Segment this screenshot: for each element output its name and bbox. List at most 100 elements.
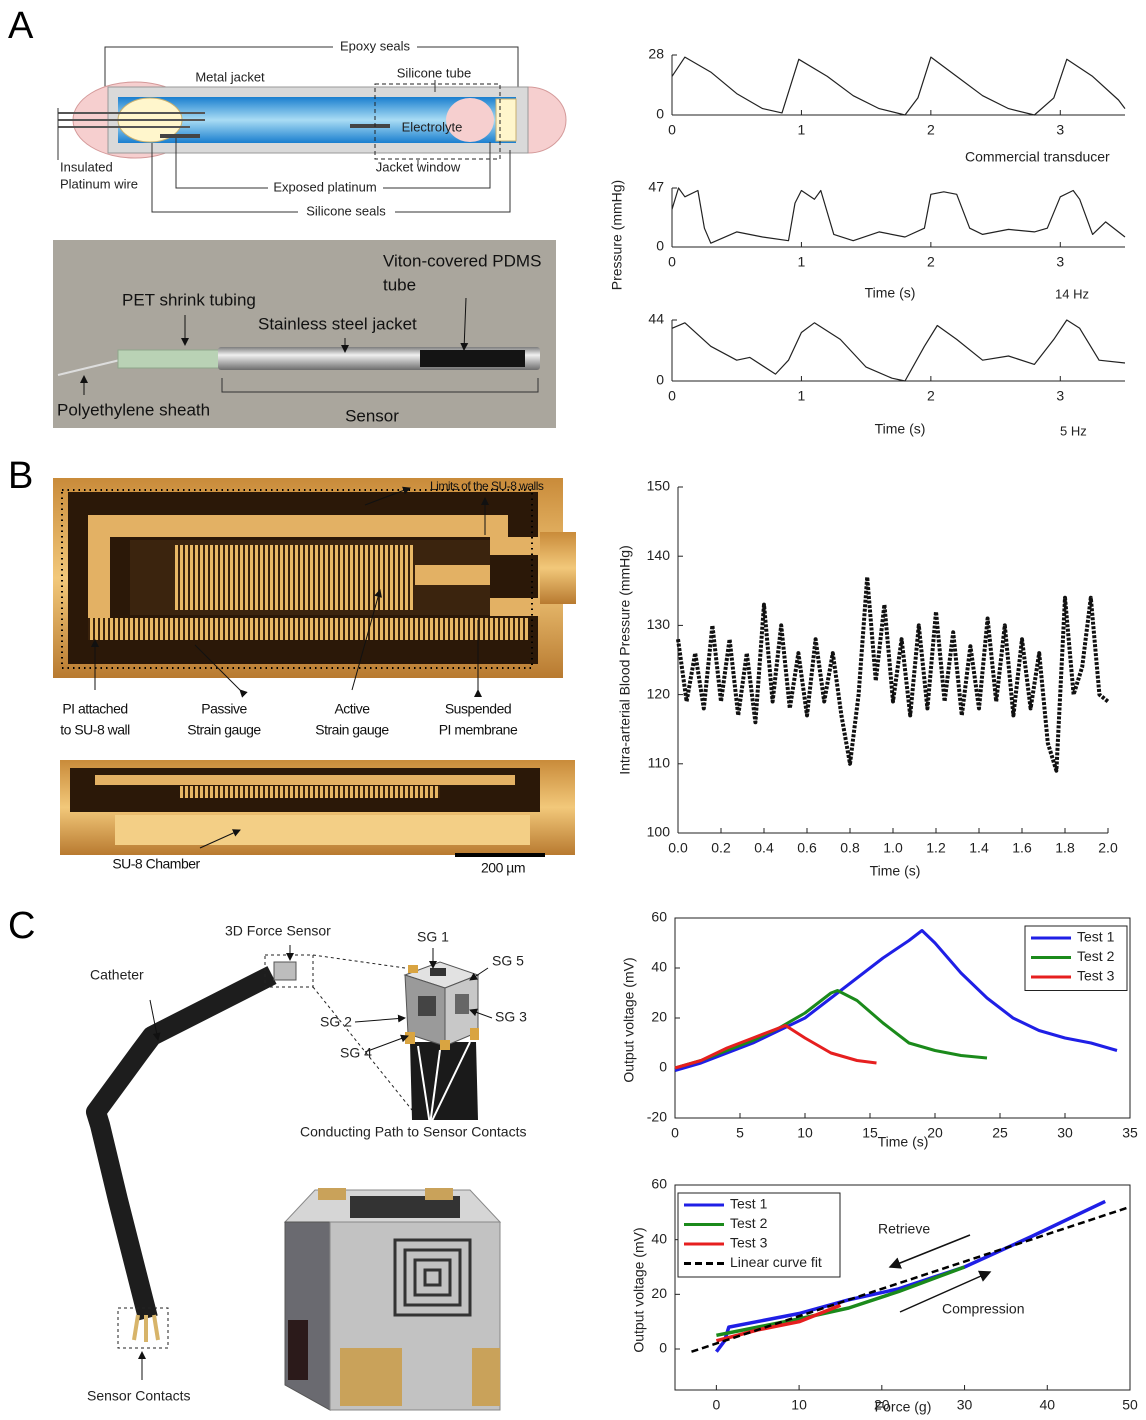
data-line [674,1024,877,1070]
diagram-label: Electrolyte [402,119,463,134]
diagram-label: Jacket window [376,159,461,174]
catheter-render [403,1248,462,1307]
render-label: SG 2 [320,1014,352,1030]
render-label: Conducting Path to Sensor Contacts [300,1124,526,1140]
annotation: Commercial transducer [965,149,1110,165]
micrograph-label: Strain gauge [315,722,389,738]
x-tick-label: 0 [668,388,676,404]
x-tick-label: 25 [992,1125,1008,1141]
catheter-render [410,1042,478,1120]
data-line [671,187,1126,244]
render-label: SG 1 [417,929,449,945]
y-tick-label: -20 [647,1109,667,1125]
catheter-render [152,1314,160,1341]
x-axis-label: Time (s) [878,1134,929,1150]
catheter-render [425,1188,453,1200]
legend-label: Test 1 [730,1196,768,1212]
micrograph [415,565,490,585]
x-tick-label: 0 [668,254,676,270]
catheter-render [469,967,489,981]
catheter-render [318,1188,346,1200]
x-tick-label: 0.0 [668,840,688,856]
catheter-render [429,1041,471,1126]
sensor-photo [460,297,469,351]
x-tick-label: 3 [1056,388,1064,404]
panel-label: A [8,5,34,47]
chart: 0 10 20 30 40 50 0 20 40 60 Test 1 Test 2 Test 3 Line… [631,1176,1138,1415]
sensor-photo [57,359,121,376]
legend-label: Test 3 [730,1235,768,1251]
scale-bar-label: 200 µm [481,860,525,876]
x-tick-label: 1.4 [969,840,989,856]
y-tick-label: 150 [647,478,671,494]
render-label: Catheter [90,967,144,983]
micrograph [95,775,515,785]
catheter-render [273,961,297,981]
render-label: SG 5 [492,953,524,969]
photo-label: PET shrink tubing [122,290,256,309]
micrograph [88,515,508,537]
x-tick-label: 0 [712,1397,720,1413]
x-tick-label: 1.2 [926,840,946,856]
y-tick-label: 44 [648,311,664,327]
sensor-schematic [57,39,567,213]
catheter-render [469,1008,493,1019]
catheter-render [405,1032,415,1044]
sensor-photo [420,350,525,367]
catheter-render [440,1040,450,1050]
sensor-schematic [151,143,298,213]
x-tick-label: 0 [671,1125,679,1141]
diagram-label: Exposed platinum [273,179,376,194]
y-tick-label: 20 [651,1009,667,1025]
panel-label: B [8,455,33,497]
catheter-render [117,1307,169,1349]
x-tick-label: 20 [874,1397,890,1413]
x-tick-label: 1.8 [1055,840,1075,856]
legend-label: Test 3 [1077,968,1115,984]
y-axis-label: Intra-arterial Blood Pressure (mmHg) [617,545,633,775]
x-tick-label: 2.0 [1098,840,1118,856]
x-tick-label: 0.2 [711,840,731,856]
data-line [671,56,1126,116]
sensor-schematic [333,39,417,55]
x-tick-label: 1 [798,388,806,404]
catheter-render [288,1320,308,1380]
micrograph [540,532,576,604]
x-tick-label: 40 [1039,1397,1055,1413]
x-tick-label: 15 [862,1125,878,1141]
x-tick-label: 1 [798,122,806,138]
micrograph [351,589,382,691]
x-tick-label: 2 [927,122,935,138]
micrograph [115,815,530,845]
micrograph-label: Active [334,701,370,717]
micrograph [490,537,540,555]
x-tick-label: 35 [1122,1125,1138,1141]
micrograph-label: PI membrane [439,722,518,738]
x-tick-label: 10 [797,1125,813,1141]
y-tick-label: 110 [648,755,671,771]
y-axis-label: Output voltage (mV) [631,1227,647,1352]
catheter-render [340,1348,402,1406]
sensor-photo [221,378,539,393]
catheter-render [470,1028,479,1040]
render-label: 3D Force Sensor [225,923,331,939]
annotation-arrow [899,1270,992,1313]
sensor-schematic [446,98,494,142]
micrograph [175,545,415,610]
data-line [674,989,988,1070]
y-tick-label: 60 [651,1176,667,1192]
y-tick-label: 0 [656,372,664,388]
render-label: SG 3 [495,1009,527,1025]
catheter-render [472,1348,500,1406]
catheter-render [364,1034,409,1053]
micrograph-label: Passive [201,701,247,717]
x-tick-label: 2 [927,388,935,404]
y-tick-label: 40 [651,1230,667,1246]
annotation: Compression [942,1301,1024,1317]
y-tick-label: 20 [651,1285,667,1301]
micrograph [199,829,241,849]
catheter-render [284,1221,331,1411]
chart: 0 1 2 3 0 44 Time (s) [648,311,1126,437]
